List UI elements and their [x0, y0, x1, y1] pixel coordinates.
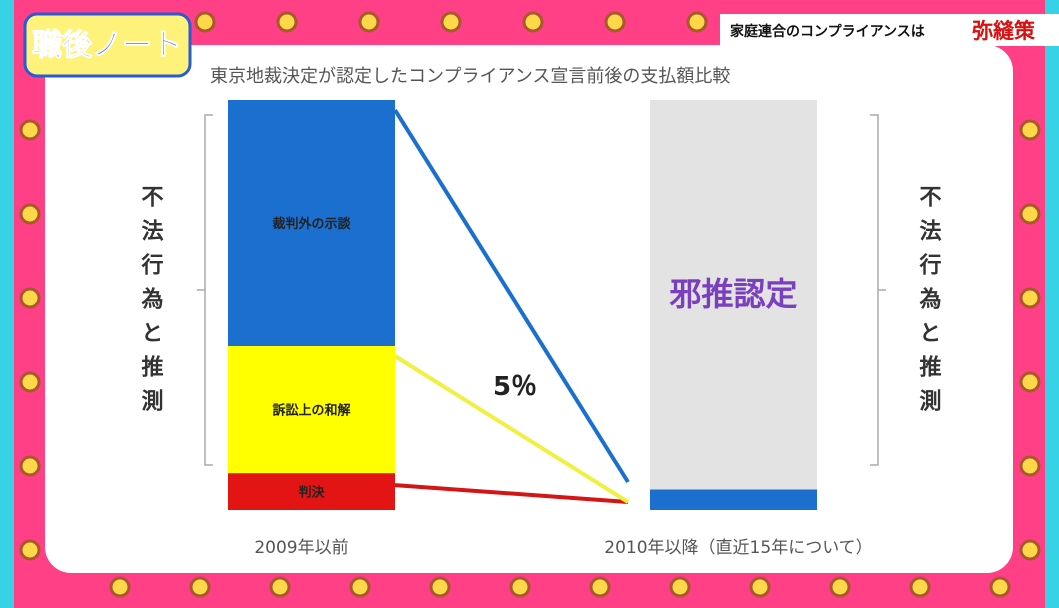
- bulb: [1019, 203, 1041, 225]
- bulb: [19, 455, 41, 477]
- chart: 2009年以前 2010年以降（直近15年について） 判決 訴訟上の和解裁判外の示談邪…: [138, 100, 943, 558]
- bulb: [1019, 119, 1041, 141]
- bulb: [19, 203, 41, 225]
- x-tick-label: 2009年以前: [254, 538, 348, 558]
- bulb: [269, 576, 291, 598]
- edge-stripe: [1045, 0, 1059, 608]
- connector: [393, 354, 630, 504]
- bulb: [989, 576, 1011, 598]
- bulb: [522, 11, 544, 33]
- segment-label: 訴訟上の和解: [272, 403, 350, 419]
- connector: [393, 108, 630, 484]
- bulb: [829, 576, 851, 598]
- bar-segment: [650, 489, 817, 510]
- banner: 家庭連合のコンプライアンスは: [730, 23, 925, 40]
- bulb: [194, 11, 216, 33]
- bulb: [429, 576, 451, 598]
- bulb: [1019, 371, 1041, 393]
- bulb: [686, 11, 708, 33]
- bulb: [19, 371, 41, 393]
- banner-box: [720, 14, 1059, 46]
- side-label: 不法行為と推測: [916, 185, 943, 423]
- connector: [394, 483, 629, 504]
- bulb: [19, 539, 41, 561]
- bulb: [276, 11, 298, 33]
- bulb: [19, 119, 41, 141]
- bulb: [440, 11, 462, 33]
- bracket: [197, 114, 213, 466]
- banner-emphasis: 弥縫策: [972, 18, 1036, 43]
- logo: 職後ノート: [32, 28, 182, 63]
- annotation: 5％: [493, 372, 537, 402]
- bar-segment: [228, 100, 395, 346]
- side-label: 不法行為と推測: [138, 185, 165, 423]
- bulb: [358, 11, 380, 33]
- bulb: [1019, 287, 1041, 309]
- segment-label: 邪推認定: [668, 275, 797, 313]
- bulb: [669, 576, 691, 598]
- bulb: [749, 576, 771, 598]
- bulb: [1019, 455, 1041, 477]
- bulb: [109, 576, 131, 598]
- bulbs: [19, 11, 1041, 598]
- edge-stripe: [0, 0, 14, 608]
- bulb: [1019, 539, 1041, 561]
- bulb: [509, 576, 531, 598]
- chart-title: 東京地裁決定が認定したコンプライアンス宣言前後の支払額比較: [210, 66, 730, 87]
- bracket: [870, 114, 886, 466]
- bulb: [604, 11, 626, 33]
- bulb: [19, 287, 41, 309]
- x-tick-label: 2010年以降（直近15年について）: [604, 538, 872, 558]
- segment-label: 裁判外の示談: [272, 216, 350, 232]
- logo-box: [23, 12, 192, 78]
- bulb: [589, 576, 611, 598]
- bar-segment: [228, 473, 395, 510]
- segment-label: 判決: [298, 485, 325, 501]
- bulb: [909, 576, 931, 598]
- bulb: [189, 576, 211, 598]
- bar-segment: [228, 346, 395, 474]
- bulb: [349, 576, 371, 598]
- bar-segment: [650, 100, 817, 490]
